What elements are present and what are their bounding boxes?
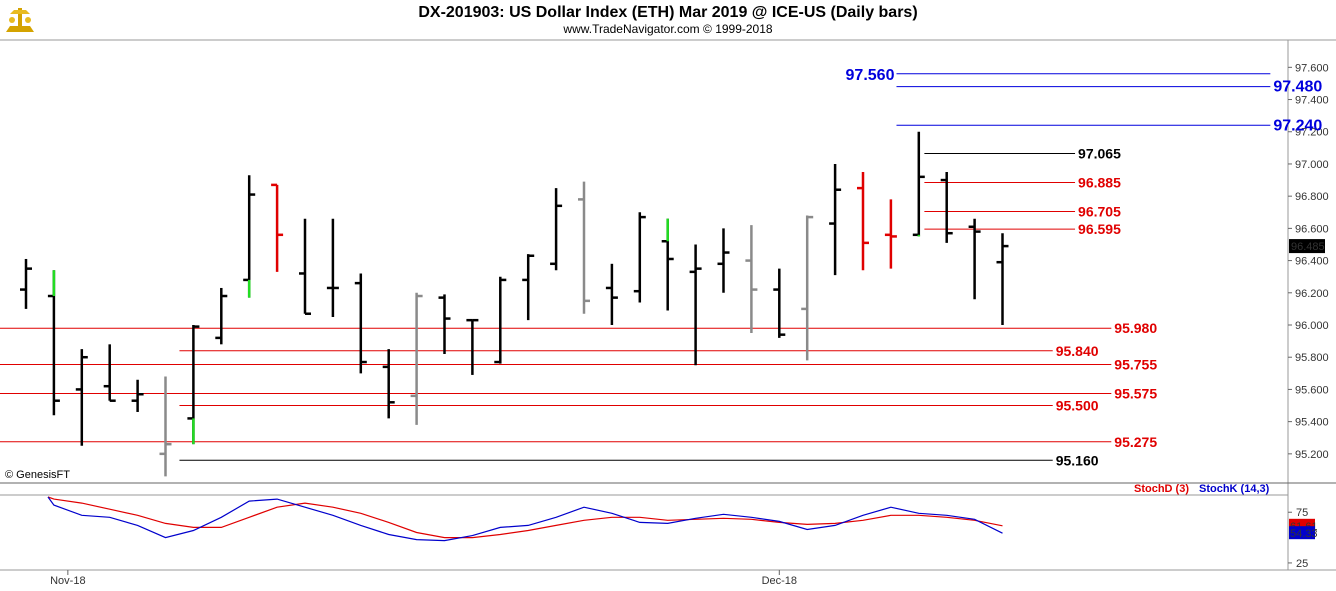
chart-title: DX-201903: US Dollar Index (ETH) Mar 201… <box>418 4 917 21</box>
level-label: 96.885 <box>1078 174 1121 190</box>
ohlc-bar <box>159 376 172 477</box>
ohlc-bar <box>494 276 507 364</box>
stoch-tick-label: 75 <box>1296 507 1308 519</box>
price-tick-label: 95.200 <box>1295 449 1329 461</box>
last-price-marker: 96.485 <box>1289 239 1325 254</box>
ohlc-bar <box>912 131 925 237</box>
level-label: 95.840 <box>1056 343 1099 359</box>
price-tick-label: 96.000 <box>1295 320 1329 332</box>
ohlc-bar <box>717 228 730 293</box>
ohlc-bar <box>801 215 814 361</box>
ohlc-bar <box>187 325 200 445</box>
price-tick-label: 96.600 <box>1295 223 1329 235</box>
price-tick-label: 97.000 <box>1295 159 1329 171</box>
chart-subtitle: www.TradeNavigator.com © 1999-2018 <box>562 22 772 36</box>
ohlc-bar <box>522 254 535 321</box>
ohlc-bar <box>857 172 869 271</box>
ohlc-bar <box>745 225 758 334</box>
ohlc-bar <box>326 218 339 317</box>
price-tick-label: 96.800 <box>1295 191 1329 203</box>
stochd-line <box>47 496 1003 539</box>
ohlc-bar <box>689 244 702 366</box>
ohlc-bar <box>47 270 60 416</box>
level-label: 97.560 <box>846 67 895 84</box>
ohlc-bar <box>215 287 228 345</box>
level-label: 95.755 <box>1114 356 1157 372</box>
ohlc-bar <box>271 183 284 272</box>
stoch-axis: 75 25 <box>1288 507 1308 570</box>
stoch-lines <box>47 496 1003 542</box>
level-label: 95.500 <box>1056 398 1099 414</box>
ohlc-bar <box>829 163 842 276</box>
ohlc-bar <box>75 349 88 446</box>
date-tick-label: Dec-18 <box>762 575 797 587</box>
level-label: 97.065 <box>1078 145 1121 161</box>
stoch-legend: StochD (3) StochK (14,3) <box>1134 483 1270 495</box>
ohlc-bar <box>103 344 116 402</box>
level-label: 95.160 <box>1056 452 1099 468</box>
price-bars <box>20 131 1009 477</box>
ohlc-bar <box>382 349 395 419</box>
level-label: 97.480 <box>1273 79 1322 96</box>
level-label: 96.705 <box>1078 203 1121 219</box>
ohlc-bar <box>661 218 674 311</box>
ohlc-bar <box>940 172 953 243</box>
stoch-tick-label: 25 <box>1296 558 1308 570</box>
ohlc-bar <box>20 258 32 309</box>
ohlc-bar <box>773 268 786 338</box>
stoch-last-label: 54.33 <box>1290 528 1318 540</box>
price-tick-label: 96.400 <box>1295 256 1329 268</box>
legend-stochk: StochK (14,3) <box>1199 483 1270 495</box>
price-tick-label: 95.600 <box>1295 384 1329 396</box>
legend-stochd: StochD (3) <box>1134 483 1189 495</box>
level-label: 95.980 <box>1114 320 1157 336</box>
ohlc-bar <box>605 263 618 326</box>
price-tick-label: 96.200 <box>1295 288 1329 300</box>
ohlc-bar <box>243 175 256 298</box>
ohlc-bar <box>354 273 367 374</box>
support-resistance-levels: 97.560 97.480 97.240 97.065 96.885 96.705 96.5… <box>0 67 1322 468</box>
stoch-last-box <box>1289 526 1315 540</box>
price-tick-label: 95.800 <box>1295 352 1329 364</box>
stochk-line <box>47 496 1003 542</box>
copyright-label: © GenesisFT <box>5 469 70 481</box>
level-label: 95.275 <box>1114 434 1157 450</box>
ohlc-bar <box>633 212 646 303</box>
date-tick-label: Nov-18 <box>50 575 85 587</box>
price-tick-label: 97.600 <box>1295 62 1329 74</box>
last-price-label: 96.485 <box>1291 241 1325 253</box>
level-label: 96.595 <box>1078 221 1121 237</box>
price-tick-label: 95.400 <box>1295 417 1329 429</box>
ohlc-bar <box>131 379 144 412</box>
ohlc-bar <box>410 292 423 425</box>
ohlc-bar <box>996 233 1009 326</box>
ohlc-bar <box>550 188 563 271</box>
price-axis: 97.600 97.400 97.200 97.000 96.800 96.600 96.4… <box>1288 62 1329 461</box>
price-tick-label: 97.400 <box>1295 95 1329 107</box>
logo-icon <box>6 8 34 32</box>
stoch-last-values: 61.6154.33 <box>1289 518 1318 540</box>
ohlc-bar <box>299 218 311 315</box>
price-tick-label: 97.200 <box>1295 127 1329 139</box>
level-label: 97.240 <box>1273 117 1322 134</box>
ohlc-bar <box>968 218 981 300</box>
ohlc-bar <box>466 318 479 375</box>
ohlc-bar <box>578 181 590 314</box>
ohlc-bar <box>884 199 897 269</box>
ohlc-bar <box>438 294 451 354</box>
last-price-box <box>1289 239 1325 254</box>
level-label: 95.575 <box>1114 385 1157 401</box>
